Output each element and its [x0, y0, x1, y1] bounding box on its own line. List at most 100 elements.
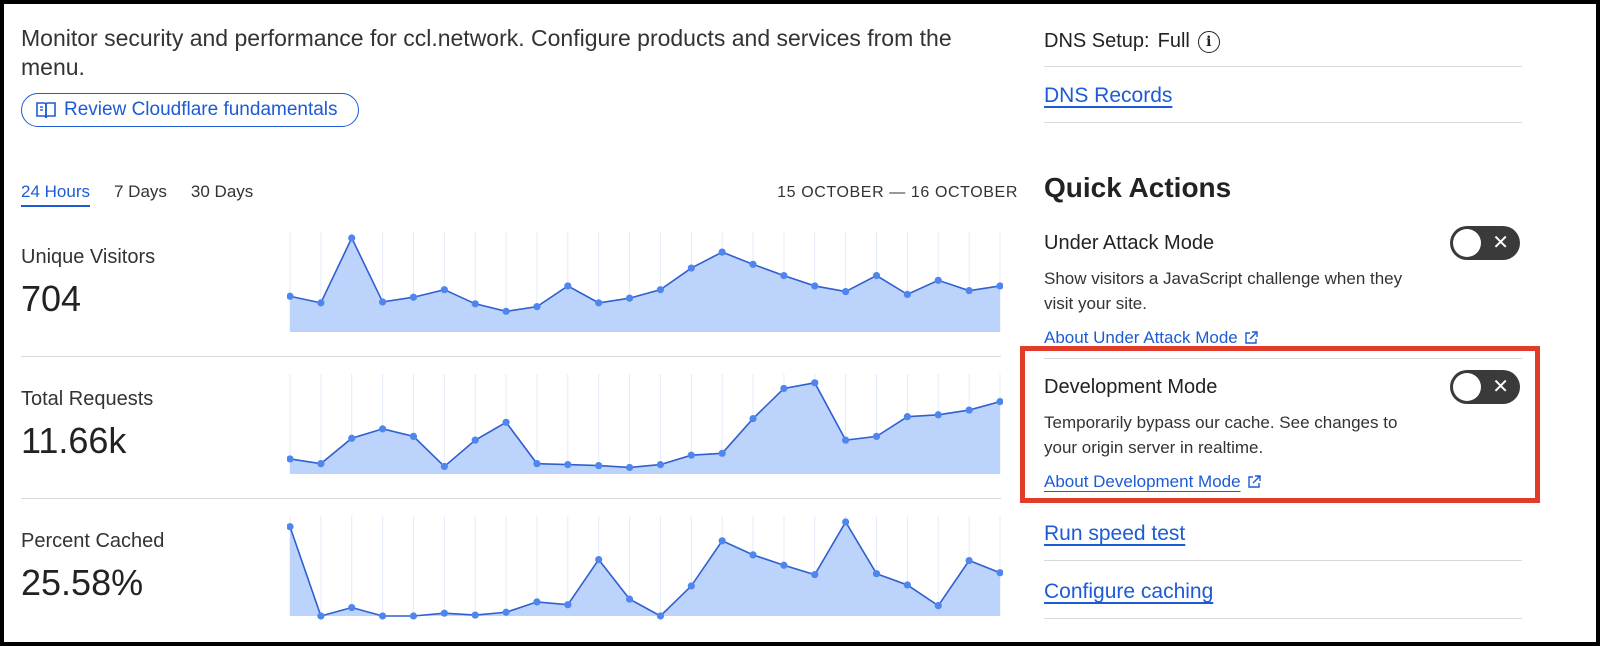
review-fundamentals-button[interactable]: Review Cloudflare fundamentals — [21, 93, 359, 127]
data-point — [811, 282, 819, 290]
divider — [21, 498, 1001, 499]
data-point — [471, 436, 479, 444]
dns-records-link[interactable]: DNS Records — [1044, 84, 1173, 107]
tab-30-days[interactable]: 30 Days — [190, 182, 254, 201]
data-point — [440, 462, 448, 471]
metric-value: 25.58% — [21, 562, 144, 603]
data-point — [811, 379, 819, 387]
metric-label: Total Requests — [21, 388, 154, 410]
series-line — [289, 520, 1001, 617]
development-mode-toggle[interactable]: ✕ — [1450, 370, 1520, 404]
data-point — [502, 608, 510, 616]
review-button-label: Review Cloudflare fundamentals — [64, 99, 338, 120]
data-point — [533, 303, 541, 311]
data-point — [934, 276, 942, 284]
series-line — [289, 236, 1001, 313]
overview-panel: Monitor security and performance for ccl… — [21, 4, 1024, 642]
data-point — [348, 603, 356, 612]
data-point — [965, 287, 973, 295]
percent-cached-chart — [287, 516, 1003, 620]
data-point — [409, 612, 418, 620]
dashboard-frame: Monitor security and performance for ccl… — [4, 4, 1596, 642]
configure-caching-link[interactable]: Configure caching — [1044, 580, 1214, 603]
data-point — [595, 556, 603, 564]
tab-7-days[interactable]: 7 Days — [113, 182, 167, 201]
data-point — [287, 455, 294, 463]
time-range-tabs: 24 Hours 7 Days 30 Days — [21, 182, 277, 207]
divider — [1044, 66, 1522, 67]
data-point — [409, 432, 418, 440]
divider — [1044, 560, 1522, 561]
data-point — [656, 612, 665, 620]
metric-label: Unique Visitors — [21, 246, 156, 268]
run-speed-test-link[interactable]: Run speed test — [1044, 522, 1186, 545]
data-point — [317, 460, 325, 468]
about-under-attack-link[interactable]: About Under Attack Mode — [1044, 328, 1258, 348]
total-requests-chart — [287, 374, 1003, 474]
data-point — [780, 272, 788, 280]
about-development-mode-link[interactable]: About Development Mode — [1044, 472, 1261, 492]
toggle-knob — [1453, 229, 1481, 257]
data-point — [595, 461, 603, 470]
data-point — [687, 582, 695, 590]
data-point — [625, 463, 634, 472]
data-point — [687, 451, 695, 459]
info-icon[interactable]: i — [1197, 30, 1220, 53]
data-point — [379, 298, 387, 306]
data-point — [842, 518, 850, 526]
close-icon: ✕ — [1492, 374, 1509, 398]
tab-24-hours[interactable]: 24 Hours — [21, 182, 90, 207]
data-point — [996, 398, 1003, 406]
data-point — [934, 411, 942, 419]
data-point — [440, 609, 448, 617]
data-point — [379, 612, 387, 620]
metric-value: 11.66k — [21, 420, 127, 461]
data-point — [502, 307, 510, 315]
data-point — [625, 595, 634, 603]
data-point — [965, 406, 973, 414]
metric-unique-visitors: Unique Visitors 704 — [21, 232, 1021, 374]
unique-visitors-chart — [287, 232, 1003, 332]
data-point — [625, 294, 634, 302]
data-point — [471, 300, 479, 308]
data-point — [287, 292, 294, 300]
data-point — [903, 413, 911, 421]
metric-total-requests: Total Requests 11.66k — [21, 374, 1021, 516]
data-point — [440, 286, 448, 294]
data-point — [842, 436, 850, 444]
data-point — [718, 449, 726, 457]
data-point — [718, 248, 726, 256]
divider — [1044, 358, 1522, 359]
data-point — [348, 234, 356, 242]
data-point — [379, 425, 387, 433]
data-point — [842, 287, 850, 296]
under-attack-mode-toggle[interactable]: ✕ — [1450, 226, 1520, 260]
metric-label: Percent Cached — [21, 530, 165, 552]
data-point — [996, 282, 1003, 290]
data-point — [564, 282, 572, 290]
external-link-icon — [1245, 331, 1258, 344]
action-name: Under Attack Mode — [1044, 232, 1215, 254]
series-line — [289, 381, 1001, 469]
data-point — [996, 569, 1003, 577]
data-point — [749, 551, 757, 559]
data-point — [564, 461, 572, 469]
intro-text: Monitor security and performance for ccl… — [21, 25, 952, 80]
data-point — [872, 432, 881, 440]
data-point — [533, 460, 541, 468]
data-point — [811, 571, 819, 579]
data-point — [872, 570, 881, 578]
link-label: About Under Attack Mode — [1044, 328, 1238, 347]
action-description: Temporarily bypass our cache. See change… — [1044, 413, 1398, 457]
divider — [1044, 618, 1522, 619]
sidebar-panel: DNS Setup: Full i DNS Records Quick Acti… — [1044, 4, 1584, 642]
data-point — [687, 264, 695, 272]
data-point — [348, 434, 356, 442]
data-point — [317, 612, 325, 620]
data-point — [656, 286, 665, 294]
data-point — [595, 299, 603, 307]
data-point — [718, 537, 726, 545]
date-range: 15 OCTOBER — 16 OCTOBER — [777, 184, 1018, 201]
dns-setup-label: DNS Setup: — [1044, 30, 1150, 52]
data-point — [780, 561, 788, 569]
